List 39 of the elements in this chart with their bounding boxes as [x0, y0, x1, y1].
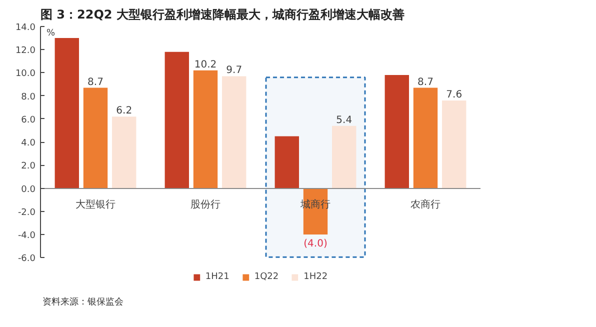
- text: 资料来源：银保监会: [42, 296, 124, 308]
- x-tick-label: 农商行: [410, 198, 440, 210]
- legend-label: 1H22: [304, 272, 328, 282]
- bar: [442, 100, 466, 188]
- data-label: 8.7: [418, 76, 434, 88]
- y-tick-label: -2.0: [18, 208, 36, 218]
- bar: [222, 76, 246, 188]
- bar: [193, 70, 218, 188]
- data-label: 6.2: [116, 106, 132, 117]
- data-label: 8.7: [88, 76, 104, 88]
- y-tick-label: 0.0: [21, 184, 36, 195]
- data-label: 5.4: [336, 114, 352, 126]
- y-tick-label: -6.0: [18, 254, 36, 264]
- x-tick-label: 股份行: [190, 199, 220, 210]
- bar: [83, 88, 108, 188]
- bar: [332, 126, 356, 188]
- data-label: 9.7: [226, 65, 242, 76]
- x-tick-label: 大型银行: [76, 198, 116, 210]
- bar: [164, 52, 189, 188]
- bar: [274, 136, 299, 188]
- y-tick-label: -4.0: [18, 231, 36, 242]
- bar: [413, 88, 438, 188]
- y-tick-label: 2.0: [21, 162, 36, 172]
- legend-label: 1Q22: [254, 272, 279, 282]
- data-label: 10.2: [194, 59, 217, 70]
- y-tick-label: 12.0: [15, 46, 36, 56]
- y-tick-label: 14.0: [15, 23, 36, 33]
- bar: [384, 75, 409, 188]
- chart-title: 图 3：22Q2 大型银行盈利增速降幅最大，城商行盈利增速大幅改善: [40, 8, 404, 22]
- y-tick-label: 10.0: [15, 69, 36, 80]
- data-label: (4.0): [304, 238, 328, 250]
- y-tick-label: 6.0: [21, 115, 36, 126]
- y-tick-label: 8.0: [21, 92, 36, 102]
- y-tick-label: 4.0: [21, 138, 36, 149]
- y-axis-title: %: [46, 28, 56, 38]
- data-label: 7.6: [446, 89, 462, 100]
- bar: [54, 38, 79, 188]
- legend-label: 1H21: [205, 272, 230, 282]
- bar: [112, 116, 136, 188]
